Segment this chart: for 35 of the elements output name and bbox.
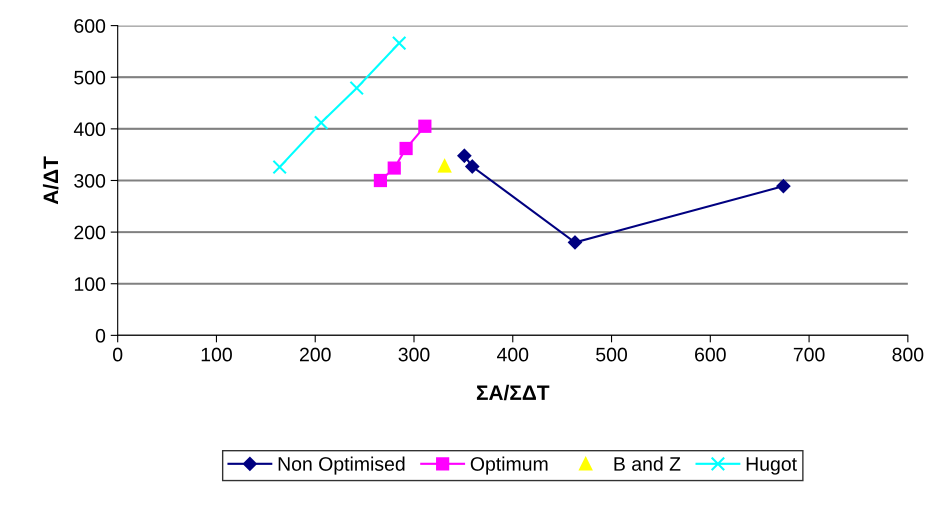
y-tick-label: 0 bbox=[96, 328, 106, 343]
legend-label: B and Z bbox=[614, 456, 680, 471]
point bbox=[349, 80, 364, 96]
point bbox=[568, 235, 582, 250]
point bbox=[438, 159, 452, 173]
y-tick-label: 200 bbox=[74, 226, 106, 240]
y-tick-label: 400 bbox=[74, 122, 106, 136]
x-tick-label: 700 bbox=[794, 348, 825, 362]
legend-label: Optimum bbox=[470, 456, 548, 475]
legend-label: Hugot bbox=[746, 457, 797, 475]
x-tick-label: 500 bbox=[596, 348, 627, 362]
point bbox=[314, 115, 328, 130]
point bbox=[388, 161, 401, 175]
x-tick-label: 300 bbox=[398, 348, 430, 362]
x-axis-title: ΣA/ΣΔT bbox=[476, 384, 550, 400]
y-tick-label: 100 bbox=[74, 277, 106, 291]
y-tick-label: 300 bbox=[74, 174, 106, 188]
x-tick-label: 200 bbox=[300, 348, 331, 362]
y-axis-title: A/ΔT bbox=[42, 156, 58, 204]
point bbox=[374, 174, 388, 188]
x-tick-label: 800 bbox=[892, 348, 924, 362]
point bbox=[392, 36, 406, 50]
point bbox=[272, 160, 287, 174]
point bbox=[457, 148, 472, 163]
y-tick-label: 600 bbox=[74, 19, 106, 33]
legend-label: Non Optimised bbox=[278, 456, 404, 475]
x-tick-label: 400 bbox=[496, 348, 528, 362]
x-tick-label: 0 bbox=[113, 348, 122, 362]
point bbox=[399, 142, 413, 156]
point bbox=[418, 120, 432, 133]
x-tick-label: 100 bbox=[202, 348, 232, 362]
x-tick-label: 600 bbox=[695, 348, 726, 362]
y-tick-label: 500 bbox=[74, 70, 106, 84]
point bbox=[776, 179, 790, 194]
point bbox=[465, 160, 480, 174]
